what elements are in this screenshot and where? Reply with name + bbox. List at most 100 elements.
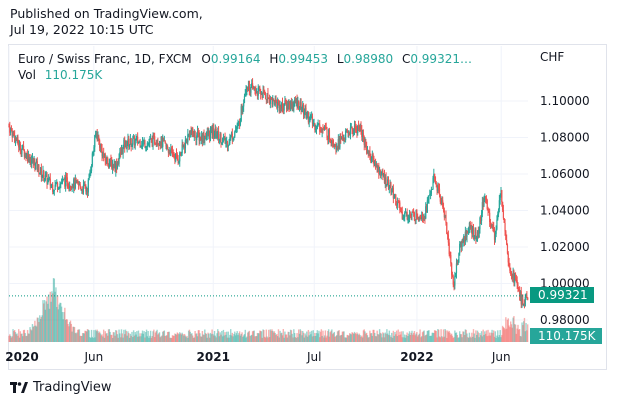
- candle-body: [180, 153, 182, 155]
- candle-body: [465, 231, 467, 237]
- volume-bar: [213, 330, 216, 342]
- volume-bar: [112, 332, 115, 342]
- tradingview-brand[interactable]: TradingView: [10, 380, 112, 395]
- candle-body: [116, 162, 119, 169]
- candle-body: [113, 164, 115, 168]
- candle-body: [455, 263, 458, 274]
- volume-bar: [310, 330, 313, 342]
- candle-body: [47, 179, 49, 185]
- candle-body: [151, 138, 153, 147]
- symbol-title[interactable]: Euro / Swiss Franc, 1D, FXCM: [18, 52, 192, 66]
- volume-bar: [198, 330, 200, 342]
- candle-body: [231, 133, 233, 140]
- candle-body: [179, 152, 182, 155]
- volume-bar: [205, 333, 208, 342]
- volume-bar: [397, 329, 399, 342]
- volume-bar: [138, 336, 140, 342]
- candle-body: [331, 141, 333, 143]
- candle-body: [283, 105, 285, 111]
- candle-body: [489, 212, 491, 223]
- volume-bar: [480, 335, 482, 342]
- volume-bar: [422, 331, 425, 342]
- candle-body: [27, 154, 30, 162]
- candle-body: [150, 138, 152, 140]
- volume-bar: [518, 329, 521, 342]
- candle-body: [407, 218, 409, 220]
- volume-bar: [68, 322, 71, 342]
- volume-bar: [203, 334, 205, 342]
- volume-bar: [208, 333, 210, 342]
- candle-body: [73, 179, 76, 189]
- volume-bar: [9, 335, 12, 342]
- volume-bar: [274, 333, 276, 342]
- volume-bar: [178, 334, 180, 342]
- candle-body: [144, 140, 146, 148]
- candle-body: [396, 201, 399, 206]
- candle-body: [328, 129, 331, 139]
- candle-body: [280, 106, 282, 109]
- volume-bar: [195, 333, 197, 342]
- open-value: 0.99164: [210, 52, 261, 66]
- volume-bar: [180, 334, 183, 342]
- volume-bar: [60, 306, 63, 342]
- volume-bar: [130, 335, 132, 342]
- volume-bar: [399, 334, 402, 342]
- candle-body: [241, 106, 243, 110]
- candle-body: [406, 212, 408, 220]
- candle-body: [72, 186, 74, 189]
- candle-body: [136, 136, 138, 139]
- candle-body: [149, 138, 151, 143]
- volume-bar: [340, 335, 342, 342]
- volume-bar: [484, 333, 487, 342]
- volume-bar: [140, 336, 142, 342]
- volume-legend: Vol 110.175K: [18, 68, 102, 82]
- candle-body: [360, 126, 362, 130]
- volume-bar: [196, 333, 198, 342]
- candle-body: [212, 128, 214, 136]
- volume-bar: [319, 331, 322, 342]
- volume-bar: [440, 329, 442, 342]
- brand-name: TradingView: [33, 380, 112, 395]
- volume-bar: [233, 333, 235, 342]
- candle-body: [450, 255, 452, 264]
- candle-body: [345, 131, 347, 141]
- volume-bar: [186, 335, 188, 342]
- volume-bar: [263, 330, 265, 342]
- volume-bar: [160, 336, 162, 342]
- candle-body: [409, 214, 411, 216]
- candle-body: [82, 184, 85, 193]
- volume-bar: [254, 336, 256, 342]
- candle-body: [292, 103, 294, 108]
- volume-bar: [193, 337, 196, 342]
- candle-body: [28, 154, 30, 163]
- volume-bar: [522, 325, 524, 342]
- candle-body: [51, 184, 53, 186]
- candle-body: [218, 139, 220, 141]
- volume-bar: [144, 337, 146, 342]
- candle-body: [258, 87, 260, 89]
- candle-body: [493, 229, 496, 240]
- volume-bar: [179, 333, 182, 342]
- candle-body: [65, 176, 67, 187]
- candle-body: [251, 83, 253, 85]
- candle-body: [225, 142, 227, 144]
- candle-body: [198, 134, 200, 141]
- volume-bar: [459, 331, 461, 342]
- volume-bar: [317, 333, 319, 342]
- volume-bar: [213, 335, 215, 342]
- volume-bar: [287, 331, 289, 342]
- volume-bar: [423, 330, 425, 342]
- volume-bar: [99, 333, 102, 342]
- volume-bar: [114, 335, 116, 342]
- candle-body: [13, 132, 15, 136]
- candle-body: [310, 116, 312, 118]
- volume-bar: [505, 328, 508, 342]
- candle-body: [190, 130, 192, 133]
- candle-body: [242, 106, 244, 110]
- candle-body: [375, 163, 377, 167]
- candle-body: [88, 174, 90, 180]
- volume-bar: [426, 330, 429, 342]
- candle-body: [182, 144, 184, 147]
- candle-body: [196, 135, 198, 140]
